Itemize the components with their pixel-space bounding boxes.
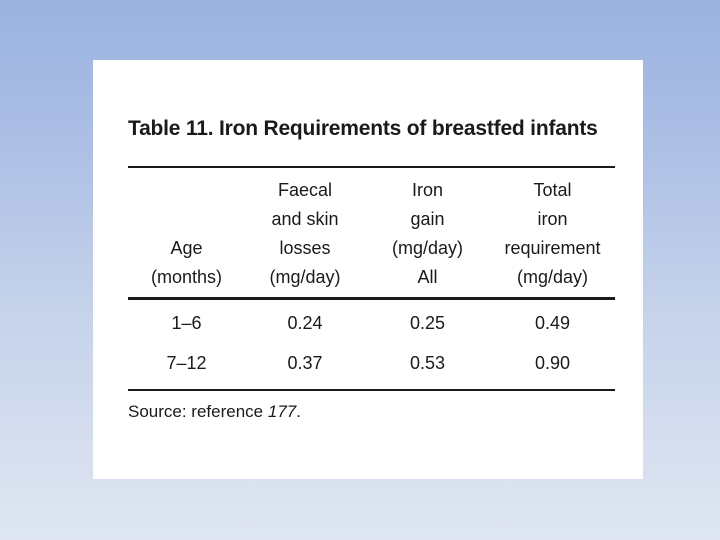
header-line: gain [410, 209, 445, 229]
header-line: Faecal [277, 180, 333, 200]
header-line: Total [533, 180, 572, 200]
source-note: Source: reference 177. [128, 400, 301, 424]
header-line: (mg/day) [516, 267, 588, 287]
source-reference-number: 177 [267, 402, 297, 421]
table-header-rule [128, 297, 615, 300]
col-header-age: Age (months) [128, 176, 245, 292]
source-note-period: . [296, 402, 301, 421]
header-line: Age [170, 238, 203, 258]
cell-total-iron-requirement: 0.90 [534, 353, 571, 373]
header-line [128, 205, 245, 234]
table-bottom-rule [128, 389, 615, 391]
header-line [128, 176, 245, 205]
cell-iron-gain: 0.53 [409, 353, 446, 373]
table-panel: Table 11. Iron Requirements of breastfed… [93, 60, 643, 479]
table-header-row: Age (months) Faecal and skin losses (mg/… [128, 176, 615, 292]
cell-faecal-skin-losses: 0.24 [287, 313, 323, 333]
header-line: (months) [150, 267, 222, 287]
cell-faecal-skin-losses: 0.37 [287, 353, 323, 373]
cell-age-range: 7–12 [166, 353, 207, 373]
col-header-total-iron-requirement: Total iron requirement (mg/day) [490, 176, 615, 292]
source-note-text: Source: reference [128, 402, 268, 421]
header-line: (mg/day) [269, 267, 341, 287]
table-title: Table 11. Iron Requirements of breastfed… [128, 117, 598, 140]
header-line: losses [279, 238, 331, 258]
header-line: and skin [271, 209, 339, 229]
table-row: 1–6 0.24 0.25 0.49 [128, 311, 615, 335]
table-top-rule [128, 166, 615, 168]
header-line: (mg/day) [391, 238, 463, 258]
table-row: 7–12 0.37 0.53 0.90 [128, 351, 615, 375]
cell-age-range: 1–6 [171, 313, 202, 333]
header-line: requirement [504, 238, 601, 258]
cell-iron-gain: 0.25 [409, 313, 446, 333]
header-line: iron [537, 209, 568, 229]
cell-total-iron-requirement: 0.49 [534, 313, 571, 333]
header-line: All [417, 267, 438, 287]
col-header-faecal-skin-losses: Faecal and skin losses (mg/day) [245, 176, 365, 292]
col-header-iron-gain: Iron gain (mg/day) All [365, 176, 490, 292]
header-line: Iron [411, 180, 444, 200]
